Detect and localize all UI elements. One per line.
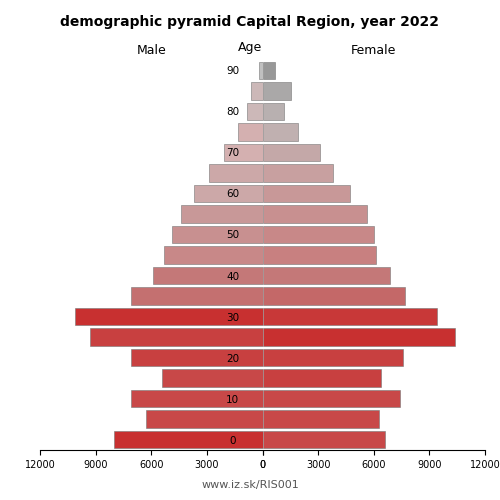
Bar — [131, 349, 262, 366]
Bar — [153, 267, 262, 284]
Bar — [194, 184, 262, 202]
Bar — [262, 370, 381, 387]
Bar — [262, 431, 385, 448]
Bar — [262, 144, 320, 161]
Bar — [262, 62, 274, 79]
Bar — [75, 308, 262, 326]
Bar — [224, 144, 262, 161]
Text: Age: Age — [238, 41, 262, 54]
Bar — [172, 226, 262, 243]
Bar — [181, 205, 262, 222]
Bar — [259, 62, 262, 79]
Bar — [262, 267, 390, 284]
Bar — [131, 390, 262, 407]
Bar — [262, 349, 404, 366]
Bar — [208, 164, 262, 182]
Bar — [252, 82, 262, 100]
Bar — [262, 410, 380, 428]
Bar — [131, 288, 262, 305]
Bar — [114, 431, 262, 448]
Bar — [262, 226, 374, 243]
Bar — [262, 164, 333, 182]
Title: Female: Female — [351, 44, 397, 58]
Text: www.iz.sk/RIS001: www.iz.sk/RIS001 — [201, 480, 299, 490]
Bar — [238, 123, 262, 140]
Bar — [262, 308, 437, 326]
Bar — [262, 328, 456, 346]
Text: demographic pyramid Capital Region, year 2022: demographic pyramid Capital Region, year… — [60, 15, 440, 29]
Bar — [146, 410, 262, 428]
Bar — [262, 288, 406, 305]
Bar — [164, 246, 262, 264]
Bar — [90, 328, 262, 346]
Bar — [262, 102, 284, 120]
Bar — [262, 390, 400, 407]
Bar — [262, 123, 298, 140]
Bar — [162, 370, 262, 387]
Bar — [246, 102, 262, 120]
Bar — [262, 184, 350, 202]
Bar — [262, 205, 368, 222]
Bar — [262, 82, 291, 100]
Title: Male: Male — [136, 44, 166, 58]
Bar — [262, 246, 376, 264]
